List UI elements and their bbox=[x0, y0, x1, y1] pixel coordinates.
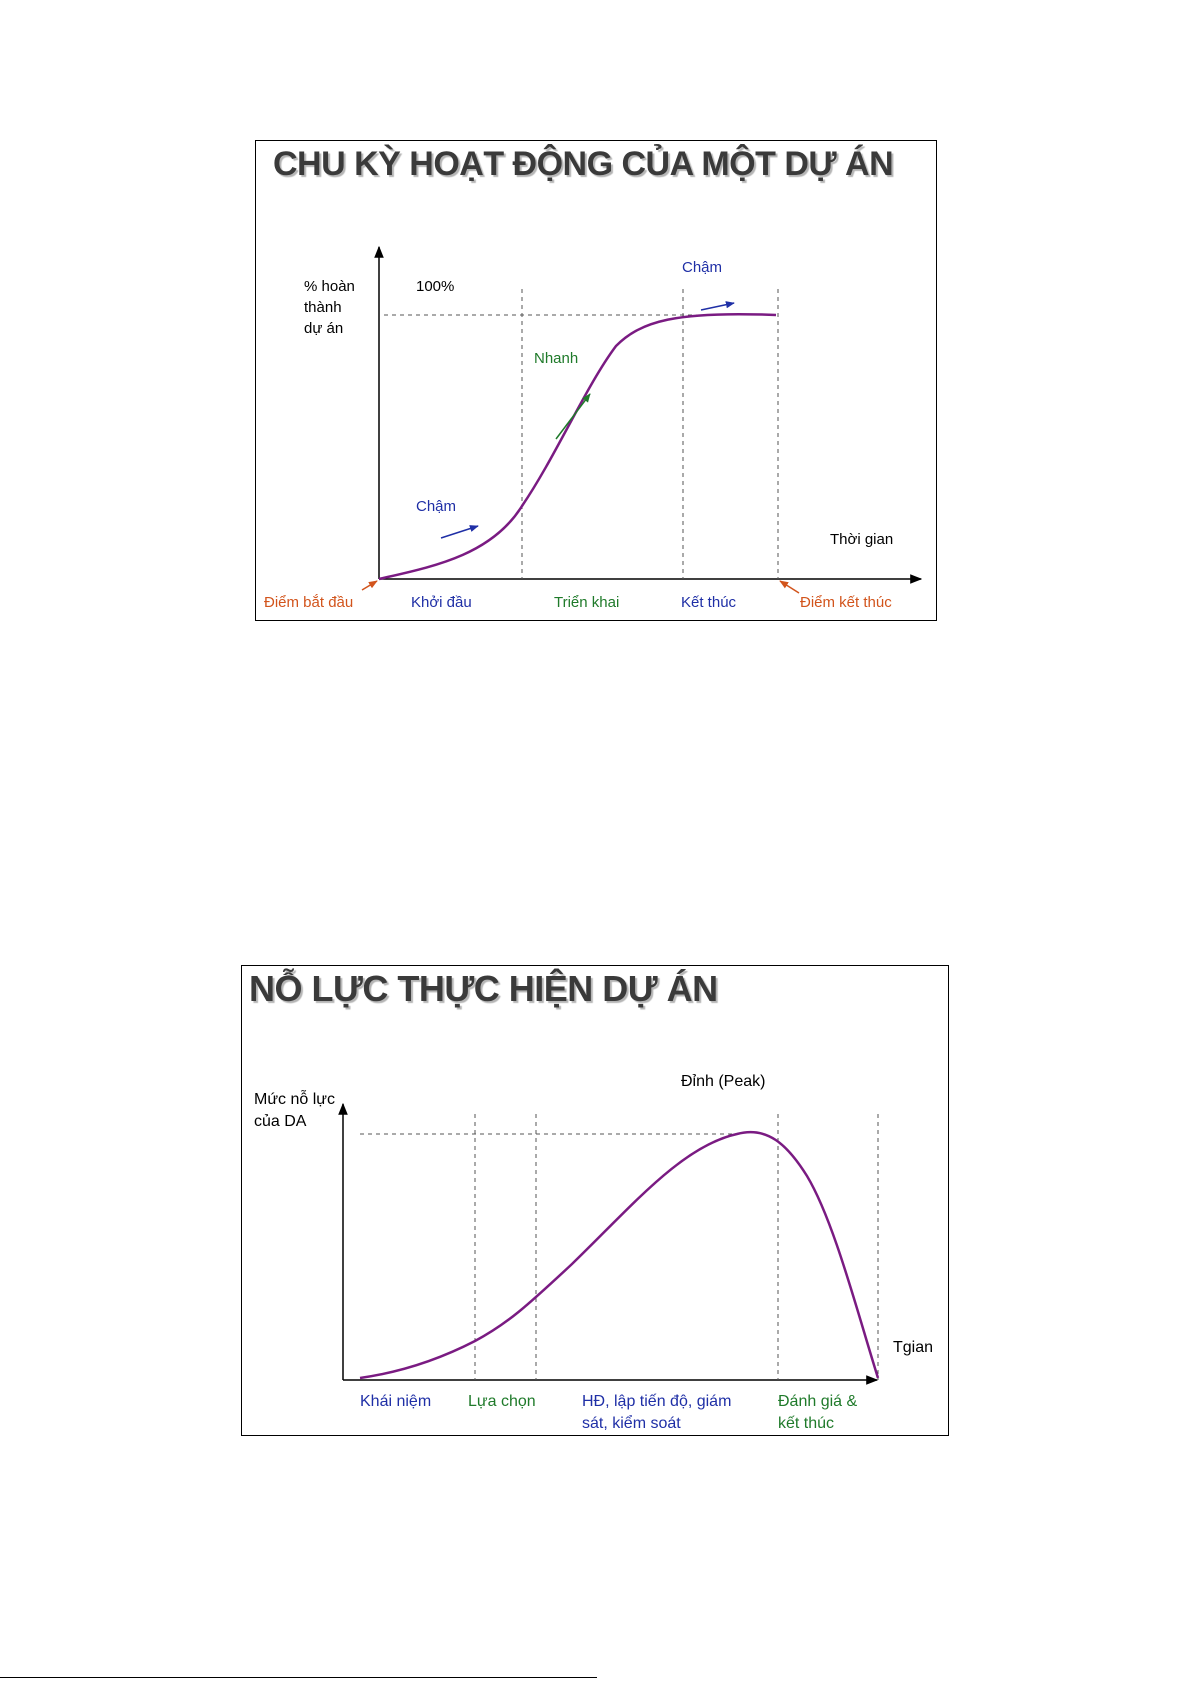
completion-s-curve bbox=[378, 312, 777, 581]
speed-label-early: Chậm bbox=[416, 498, 456, 515]
speed-label-middle: Nhanh bbox=[534, 350, 578, 367]
x-axis-label: Thời gian bbox=[830, 531, 893, 548]
project-effort-diagram: NỖ LỰC THỰC HIỆN DỰ ÁN Mức nỗ lực của DA… bbox=[241, 965, 949, 1436]
phase-label-evaluation-closing: Đánh giá & kết thúc bbox=[778, 1393, 862, 1432]
speed-label-late: Chậm bbox=[682, 259, 722, 276]
peak-label: Đỉnh (Peak) bbox=[681, 1073, 765, 1090]
fast-middle-arrow bbox=[555, 393, 591, 440]
lifecycle-chart: % hoàn thành dự án 100% Thời gian Chậm N… bbox=[264, 245, 923, 611]
footnote-separator bbox=[0, 1677, 597, 1678]
start-point-label: Điểm bắt đầu bbox=[264, 594, 353, 611]
end-point-pointer bbox=[779, 580, 800, 594]
effort-chart: Mức nỗ lực của DA Đỉnh (Peak) Tgian Khái… bbox=[254, 1073, 933, 1432]
phase-label-selection: Lựa chọn bbox=[468, 1393, 536, 1410]
phase-label-execution-control: HĐ, lập tiến độ, giám sát, kiểm soát bbox=[582, 1393, 736, 1432]
diagram-title: CHU KỲ HOẠT ĐỘNG CỦA MỘT DỰ ÁN bbox=[273, 145, 894, 183]
x-axis-label: Tgian bbox=[893, 1339, 933, 1356]
end-point-label: Điểm kết thúc bbox=[800, 594, 892, 611]
slow-start-arrow bbox=[440, 525, 479, 539]
phase-label-execution: Triển khai bbox=[554, 594, 619, 611]
start-point-pointer bbox=[361, 580, 378, 591]
slow-end-arrow bbox=[700, 301, 735, 311]
phase-label-initiation: Khởi đầu bbox=[411, 594, 472, 611]
phase-label-concept: Khái niệm bbox=[360, 1393, 431, 1410]
effort-curve bbox=[359, 1130, 880, 1380]
max-completion-label: 100% bbox=[416, 278, 454, 295]
project-lifecycle-diagram: CHU KỲ HOẠT ĐỘNG CỦA MỘT DỰ ÁN bbox=[255, 140, 937, 621]
y-axis-label: % hoàn thành dự án bbox=[304, 278, 359, 337]
y-axis-label: Mức nỗ lực của DA bbox=[254, 1089, 339, 1130]
phase-label-closing: Kết thúc bbox=[681, 594, 737, 611]
diagram-title: NỖ LỰC THỰC HIỆN DỰ ÁN bbox=[249, 968, 718, 1009]
